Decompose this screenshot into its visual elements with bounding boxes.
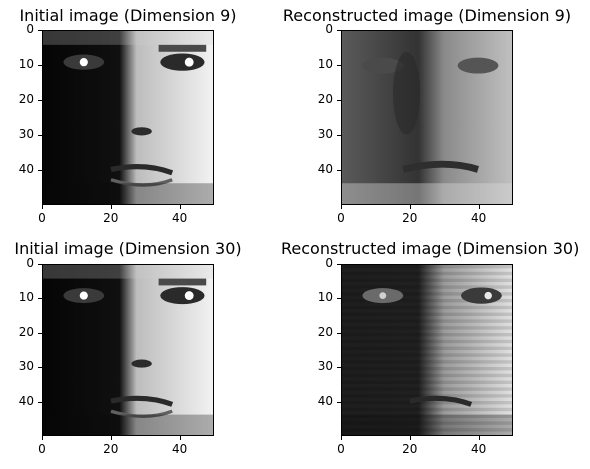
y-tick-mark	[38, 30, 42, 31]
y-tick-label: 30	[18, 127, 34, 141]
y-tick-mark	[38, 401, 42, 403]
y-tick-mark	[337, 298, 341, 300]
y-tick-mark	[337, 135, 341, 136]
y-tick-mark	[38, 135, 42, 136]
y-tick-label: 10	[18, 57, 34, 71]
x-tick-mark	[341, 205, 342, 209]
y-tick-mark	[337, 264, 341, 265]
y-tick-label: 0	[26, 256, 34, 270]
y-tick-mark	[337, 170, 341, 171]
x-tick-mark	[478, 205, 480, 209]
y-tick-label: 0	[325, 256, 333, 270]
y-tick-mark	[38, 65, 42, 66]
panel-title: Reconstructed image (Dimension 9)	[282, 6, 572, 25]
x-tick-label: 40	[171, 211, 188, 225]
y-tick-mark	[38, 100, 42, 101]
y-tick-mark	[337, 65, 341, 66]
x-tick-mark	[409, 436, 411, 440]
y-tick-mark	[38, 170, 42, 171]
panel-title: Initial image (Dimension 9)	[19, 6, 237, 25]
y-tick-label: 40	[18, 162, 34, 176]
y-tick-mark	[337, 332, 341, 334]
panel-title: Initial image (Dimension 30)	[14, 239, 242, 258]
y-tick-label: 20	[317, 324, 333, 339]
x-tick-mark	[179, 436, 181, 440]
face-image	[42, 30, 214, 205]
y-tick-mark	[38, 264, 42, 265]
x-tick-label: 0	[38, 211, 46, 225]
face-image	[341, 30, 513, 205]
x-tick-mark	[42, 205, 43, 209]
x-tick-label: 40	[171, 442, 188, 456]
panel-title: Reconstructed image (Dimension 30)	[281, 239, 580, 258]
y-tick-label: 20	[18, 92, 34, 106]
x-tick-label: 40	[470, 211, 487, 225]
x-tick-mark	[409, 205, 411, 209]
x-tick-mark	[341, 436, 342, 440]
y-tick-label: 30	[317, 359, 333, 374]
y-tick-mark	[337, 367, 341, 369]
y-tick-label: 40	[317, 393, 333, 408]
face-image	[341, 264, 513, 436]
x-tick-label: 40	[470, 442, 487, 456]
y-tick-label: 40	[18, 393, 34, 408]
x-tick-mark	[478, 436, 480, 440]
x-tick-label: 20	[402, 442, 418, 456]
x-tick-label: 0	[337, 211, 345, 225]
y-tick-label: 40	[317, 162, 333, 176]
x-tick-label: 20	[402, 211, 418, 225]
x-tick-mark	[179, 205, 181, 209]
y-tick-label: 20	[18, 324, 34, 339]
x-tick-mark	[42, 436, 43, 440]
x-tick-label: 0	[337, 442, 345, 456]
y-tick-label: 10	[317, 57, 333, 71]
y-tick-label: 20	[317, 92, 333, 106]
y-tick-label: 10	[317, 290, 333, 305]
x-tick-mark	[110, 205, 112, 209]
y-tick-label: 10	[18, 290, 34, 305]
y-tick-label: 0	[26, 22, 34, 36]
y-tick-mark	[337, 401, 341, 403]
y-tick-mark	[38, 367, 42, 369]
y-tick-label: 30	[18, 359, 34, 374]
face-image	[42, 264, 214, 436]
y-tick-label: 30	[317, 127, 333, 141]
y-tick-label: 0	[325, 22, 333, 36]
y-tick-mark	[38, 298, 42, 300]
x-tick-label: 0	[38, 442, 46, 456]
x-tick-mark	[110, 436, 112, 440]
x-tick-label: 20	[103, 211, 119, 225]
y-tick-mark	[337, 30, 341, 31]
y-tick-mark	[337, 100, 341, 101]
x-tick-label: 20	[103, 442, 119, 456]
y-tick-mark	[38, 332, 42, 334]
